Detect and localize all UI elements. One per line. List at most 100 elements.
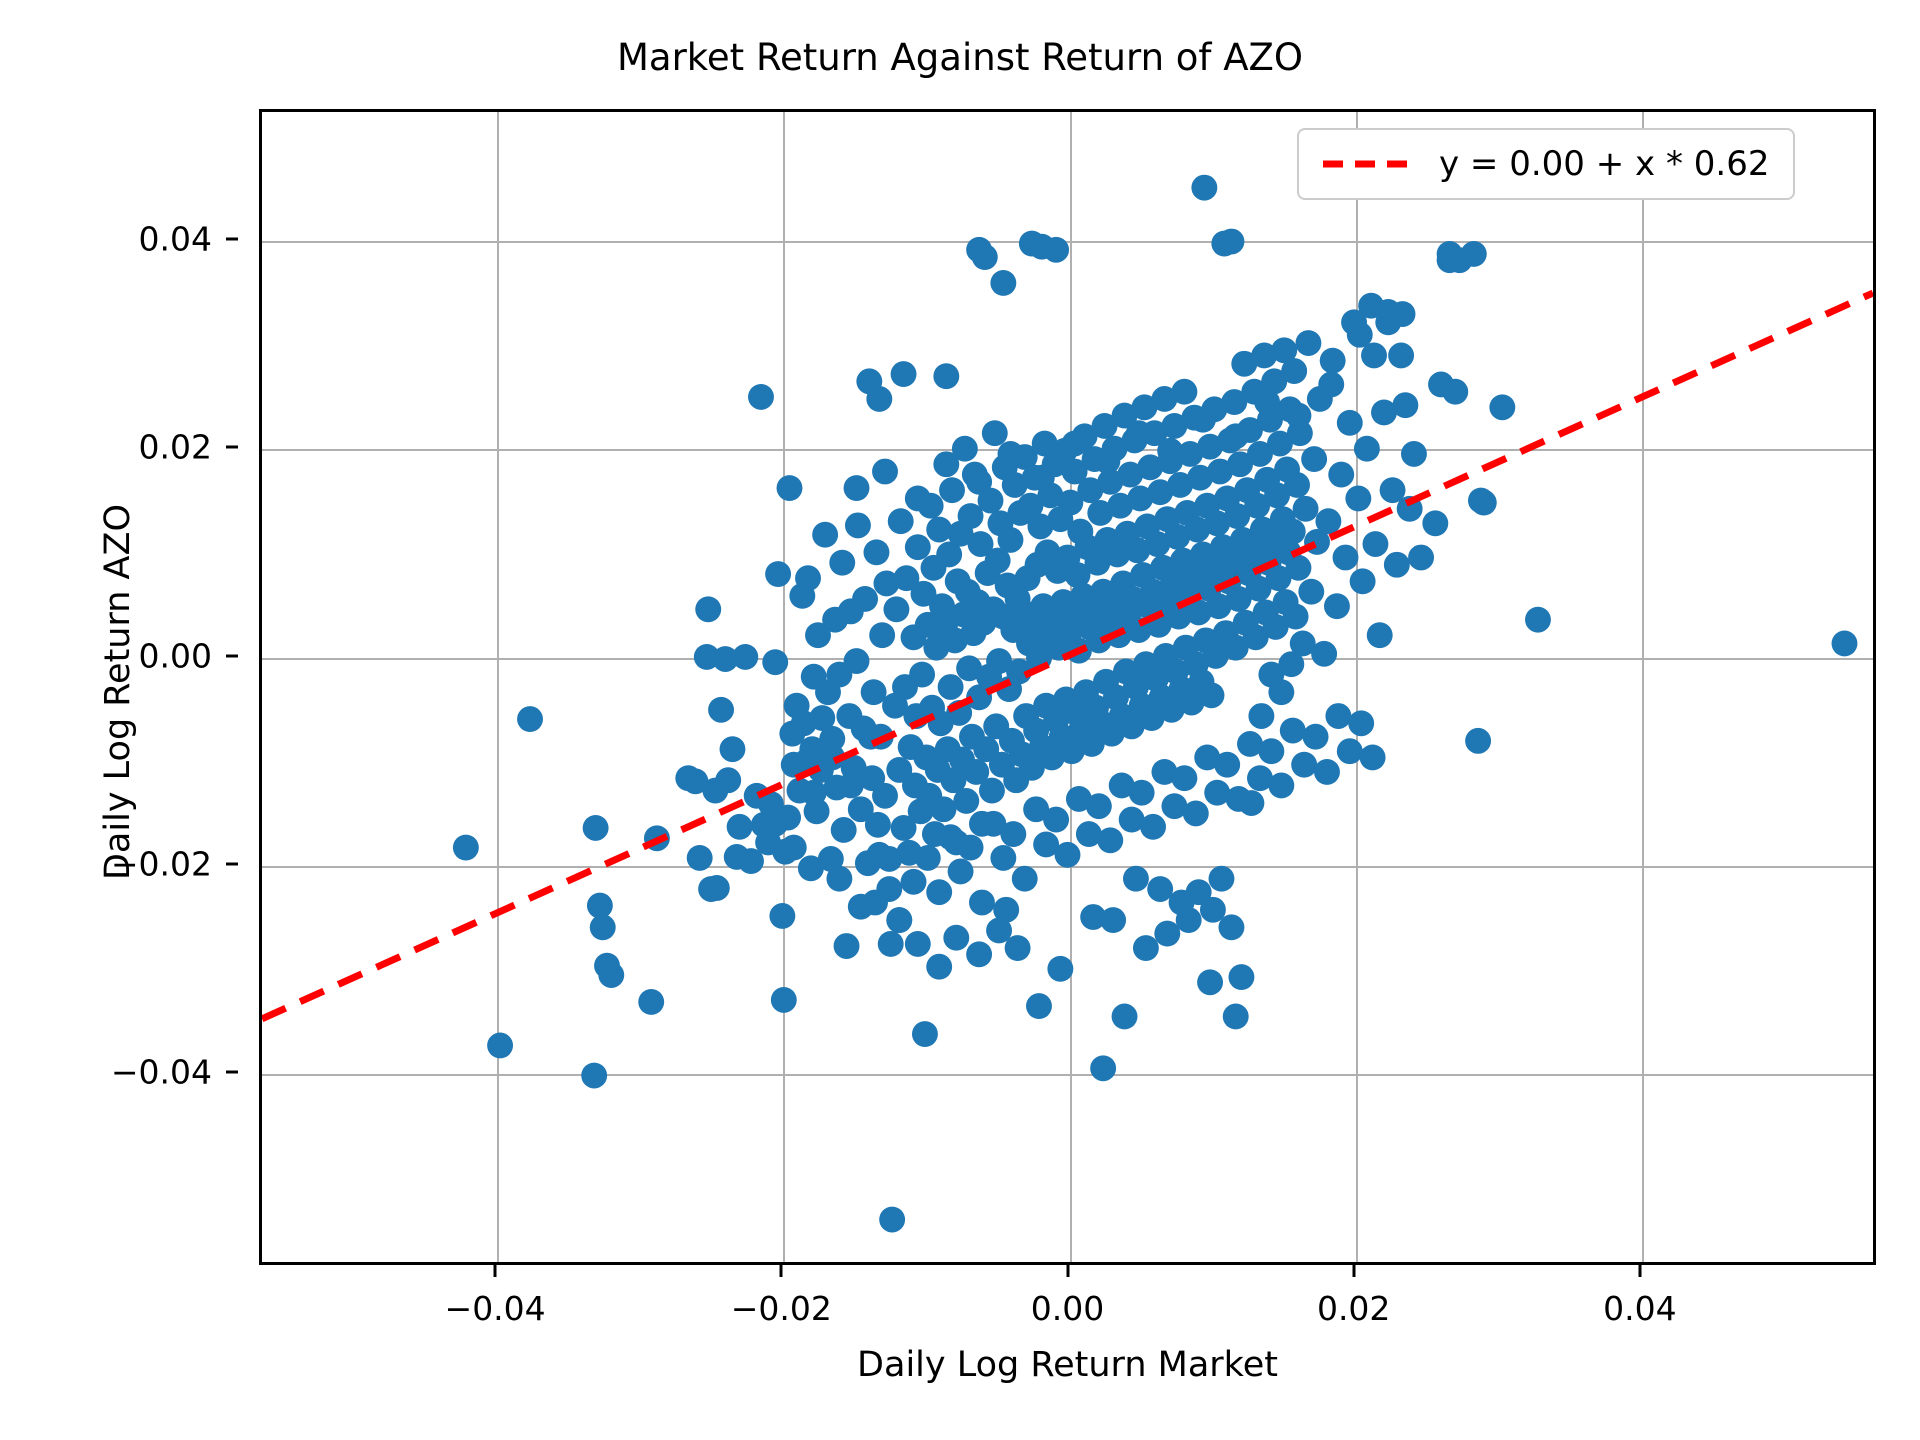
scatter-point [843, 475, 870, 502]
scatter-point [1165, 603, 1192, 630]
scatter-point [719, 736, 746, 763]
scatter-point [947, 858, 974, 885]
x-axis-ticks: −0.04 −0.02 0.00 0.02 0.04 [259, 1265, 1876, 1335]
scatter-point [809, 705, 836, 732]
scatter-point [638, 989, 665, 1015]
scatter-point [986, 648, 1013, 675]
scatter-point [883, 596, 910, 623]
scatter-point [1128, 779, 1155, 806]
legend[interactable]: y = 0.00 + x * 0.62 [1297, 128, 1796, 200]
scatter-point [748, 383, 774, 410]
scatter-point [738, 848, 764, 874]
scatter-point [957, 503, 984, 529]
scatter-point [1319, 347, 1346, 374]
x-tick-mark [493, 1265, 497, 1277]
scatter-point [890, 814, 917, 841]
scatter-point [864, 811, 891, 838]
scatter-point [1332, 544, 1359, 571]
scatter-point [1371, 399, 1397, 426]
x-tick-mark [1352, 1265, 1356, 1277]
scatter-point [769, 903, 796, 929]
scatter-point [1218, 228, 1245, 255]
x-tick-label: −0.04 [444, 1289, 546, 1328]
scatter-point [732, 644, 759, 670]
scatter-point [862, 889, 888, 916]
scatter-point [598, 962, 625, 988]
scatter-point [1228, 964, 1255, 991]
scatter-point [1268, 679, 1295, 706]
scatter-point [1038, 744, 1065, 771]
scatter-point [966, 236, 993, 263]
scatter-point [1349, 568, 1376, 595]
scatter-point [1006, 658, 1032, 685]
scatter-point [1247, 440, 1273, 467]
scatter-point [953, 788, 980, 814]
scatter-point [1204, 779, 1231, 806]
scatter-point [860, 679, 887, 706]
scatter-point [581, 1062, 608, 1089]
scatter-point [951, 435, 978, 462]
scatter-point [1018, 754, 1045, 781]
scatter-point [1298, 578, 1325, 605]
scatter-point [1207, 458, 1233, 485]
scatter-point [866, 841, 893, 868]
scatter-point [1224, 503, 1251, 529]
page-title: Market Return Against Return of AZO [617, 36, 1303, 79]
scatter-point [452, 834, 479, 861]
scatter-point [1161, 793, 1188, 820]
scatter-points-layer [452, 174, 1858, 1233]
scatter-point [1315, 508, 1342, 535]
gridline-vertical [1355, 112, 1358, 1262]
scatter-point [926, 879, 953, 906]
scatter-point [1388, 342, 1415, 369]
scatter-point [969, 889, 995, 916]
y-axis-label: Daily Log Return AZO [98, 503, 138, 881]
scatter-point [1422, 510, 1449, 537]
scatter-point [586, 892, 613, 919]
y-axis-ticks: 0.04 0.02 0.00 −0.02 −0.04 [0, 109, 238, 1265]
scatter-point [682, 768, 709, 795]
scatter-point [1117, 461, 1144, 488]
scatter-point [1111, 1003, 1138, 1030]
gridline-horizontal [262, 1074, 1873, 1077]
scatter-point [1197, 969, 1224, 996]
scatter-point [1058, 738, 1085, 765]
scatter-point [1023, 796, 1050, 823]
scatter-point [812, 521, 839, 548]
scatter-point [715, 767, 742, 794]
scatter-point [1065, 785, 1092, 812]
scatter-point [1147, 479, 1174, 506]
scatter-point [1346, 321, 1373, 348]
scatter-point [1328, 461, 1355, 488]
scatter-point [762, 810, 789, 837]
scatter-point [844, 512, 871, 539]
scatter-point [957, 834, 984, 861]
scatter-point [877, 931, 904, 957]
scatter-point [1247, 765, 1273, 792]
y-tick-mark [226, 1070, 238, 1074]
scatter-point [1191, 174, 1218, 201]
scatter-point [1177, 440, 1204, 467]
scatter-point [967, 531, 994, 557]
scatter-point [1118, 806, 1145, 833]
scatter-point [1314, 759, 1340, 785]
scatter-point [712, 646, 739, 672]
scatter-point [1361, 342, 1387, 369]
scatter-point [1237, 731, 1263, 757]
scatter-point [819, 725, 846, 752]
scatter-point [1171, 765, 1198, 792]
scatter-point [1047, 955, 1074, 982]
scatter-point [937, 674, 964, 700]
scatter-point [582, 814, 609, 841]
scatter-point [1525, 606, 1551, 633]
x-tick-label: 0.04 [1603, 1289, 1677, 1328]
scatter-point [872, 782, 898, 809]
scatter-point [873, 570, 900, 597]
scatter-point [966, 468, 993, 495]
y-tick-label: −0.02 [110, 844, 212, 884]
scatter-point [1100, 907, 1127, 934]
scatter-point [1218, 914, 1245, 941]
scatter-point [1127, 485, 1154, 512]
x-tick-mark [1066, 1265, 1069, 1277]
scatter-point [1199, 896, 1226, 923]
